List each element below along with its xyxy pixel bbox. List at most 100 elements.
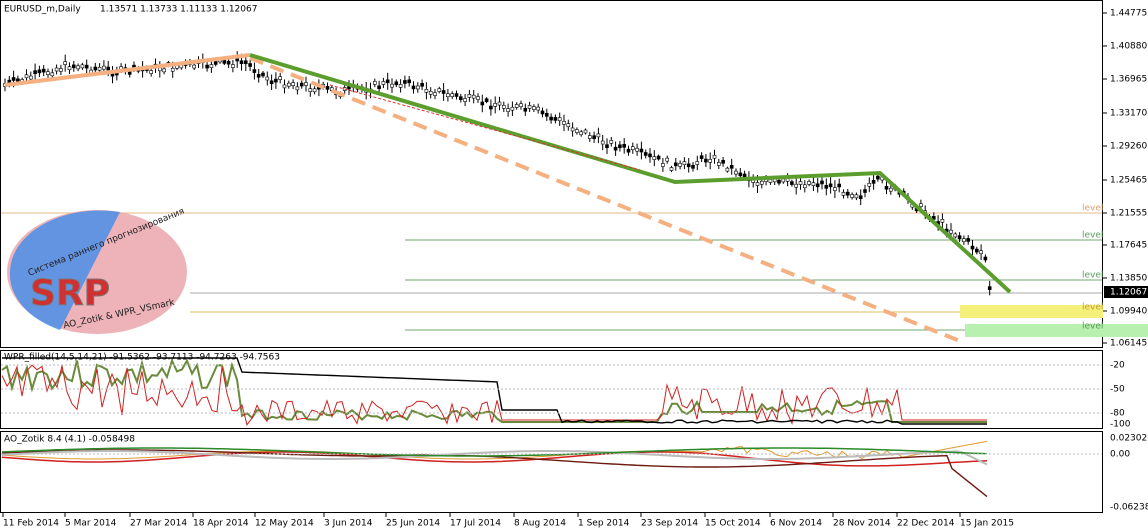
bar-body — [282, 84, 287, 89]
bar-body — [648, 153, 652, 158]
logo-ellipse — [9, 210, 121, 330]
bar-body — [669, 167, 674, 171]
bar-body — [962, 238, 966, 243]
bar-body — [549, 116, 553, 121]
level-label: level — [1082, 271, 1103, 281]
trend-line — [4, 53, 251, 87]
bar-body — [888, 187, 893, 192]
bar-body — [394, 81, 399, 86]
bar-body — [884, 185, 889, 190]
date-label: 6 Nov 2014 — [770, 519, 822, 529]
wpr-label: -100 — [1110, 420, 1131, 430]
bar-body — [845, 191, 850, 196]
bar-body — [867, 182, 872, 187]
bar-body — [299, 82, 304, 87]
date-label: 15 Oct 2014 — [705, 519, 761, 529]
bar-body — [630, 146, 635, 151]
bar-body — [966, 238, 971, 242]
price-panel — [0, 0, 1103, 348]
bar-body — [734, 170, 738, 175]
bar-body — [11, 77, 16, 81]
bar-body — [463, 98, 467, 102]
bar-body — [239, 60, 244, 65]
bar-body — [704, 158, 708, 163]
bar-body — [540, 110, 545, 115]
bar-body — [794, 183, 799, 188]
bar-body — [80, 64, 85, 69]
date-label: 8 Aug 2014 — [514, 519, 566, 529]
price-label: 1.29260 — [1110, 142, 1147, 152]
bar-body — [304, 82, 308, 86]
bar-body — [428, 91, 433, 95]
bar-body — [441, 90, 446, 94]
ao-title: AO_Zotik 8.4 (4.1) -0.058498 — [4, 435, 135, 445]
bar-body — [566, 123, 571, 127]
bar-body — [170, 67, 175, 72]
bar-body — [824, 185, 829, 189]
bar-body — [682, 161, 687, 165]
bar-body — [661, 163, 665, 167]
trend-line — [249, 56, 966, 345]
bar-body — [626, 148, 631, 153]
indicator-line — [1, 447, 988, 457]
price-label: 1.21555 — [1110, 209, 1147, 219]
bar-body — [28, 75, 33, 80]
bar-body — [876, 175, 880, 180]
bar-body — [286, 82, 291, 87]
bar-body — [656, 155, 661, 160]
bar-body — [523, 107, 528, 112]
date-label: 11 Feb 2014 — [3, 519, 59, 529]
bar-body — [256, 73, 261, 78]
bar-body — [433, 92, 437, 96]
bar-body — [252, 69, 257, 73]
bar-body — [192, 64, 196, 69]
bar-body — [510, 106, 515, 111]
bar-body — [544, 113, 549, 117]
bar-body — [149, 70, 153, 74]
bar-body — [476, 96, 480, 100]
price-label: 1.36965 — [1110, 75, 1147, 85]
bar-body — [579, 131, 584, 136]
ao-label: 0.023026 — [1110, 434, 1148, 444]
bar-body — [497, 101, 502, 106]
bar-body — [231, 64, 235, 68]
bar-body — [278, 76, 283, 80]
date-label: 12 May 2014 — [255, 519, 314, 529]
bar-body — [983, 256, 988, 261]
bar-body — [450, 93, 455, 97]
symbol-title: EURUSD_m,Daily — [4, 5, 81, 15]
indicator-line — [2, 357, 987, 425]
bar-body — [381, 81, 386, 85]
bar-body — [244, 60, 248, 65]
bar-body — [605, 144, 609, 148]
bar-body — [592, 135, 596, 140]
bar-body — [209, 64, 214, 68]
price-label: 1.25465 — [1110, 176, 1147, 186]
bar-body — [781, 178, 786, 183]
price-label: 1.13850 — [1110, 274, 1147, 284]
bar-body — [695, 161, 700, 165]
bar-body — [437, 88, 442, 92]
level-label: level — [1082, 231, 1103, 241]
bar-body — [226, 60, 231, 65]
wpr-label: -50 — [1110, 385, 1125, 395]
bar-body — [295, 86, 300, 91]
bar-body — [759, 180, 764, 185]
bar-body — [858, 195, 863, 200]
bar-body — [871, 180, 876, 184]
bar-body — [798, 181, 803, 185]
bar-body — [248, 63, 252, 67]
bar-body — [777, 179, 781, 184]
bar-body — [557, 117, 562, 122]
bar-body — [377, 85, 381, 90]
date-label: 22 Dec 2014 — [897, 519, 955, 529]
wpr-panel — [0, 350, 1103, 429]
bar-body — [940, 219, 945, 223]
price-label: 1.44775 — [1110, 9, 1147, 19]
bar-body — [514, 104, 519, 108]
bar-body — [575, 129, 579, 133]
level-label: level — [1082, 204, 1103, 214]
date-label: 1 Sep 2014 — [578, 519, 630, 529]
bar-body — [33, 70, 37, 74]
